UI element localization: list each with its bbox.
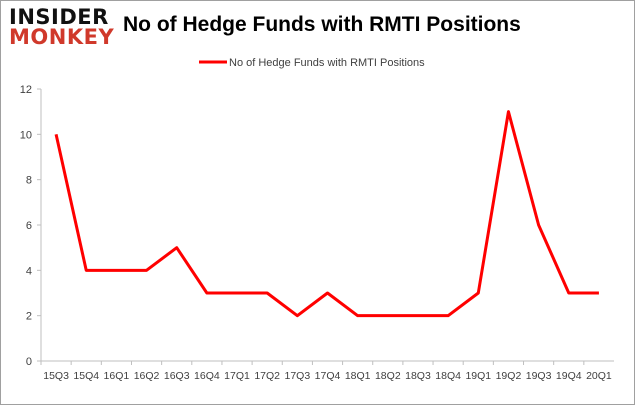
x-tick-label: 18Q1 [345, 370, 371, 382]
y-tick-label: 0 [26, 356, 32, 368]
y-tick-label: 2 [26, 311, 32, 323]
x-tick-label: 19Q3 [526, 370, 552, 382]
x-tick-label: 19Q1 [465, 370, 491, 382]
y-tick-label: 12 [20, 84, 32, 96]
x-tick-label: 18Q4 [435, 370, 461, 382]
x-tick-label: 19Q2 [496, 370, 522, 382]
y-tick-label: 6 [26, 220, 32, 232]
x-tick-label: 16Q3 [164, 370, 190, 382]
x-tick-label: 18Q2 [375, 370, 401, 382]
y-tick-label: 10 [20, 129, 32, 141]
x-tick-label: 17Q2 [254, 370, 280, 382]
x-tick-label: 18Q3 [405, 370, 431, 382]
x-tick-label: 17Q1 [224, 370, 250, 382]
x-tick-label: 16Q1 [104, 370, 130, 382]
logo-line2: MONKEY [9, 25, 115, 49]
logo-line1: INSIDER [9, 5, 109, 29]
x-tick-label: 17Q4 [315, 370, 341, 382]
x-tick-label: 16Q2 [134, 370, 160, 382]
y-tick-label: 8 [26, 175, 32, 187]
insider-monkey-logo: INSIDER MONKEY [9, 5, 115, 49]
legend-label: No of Hedge Funds with RMTI Positions [229, 57, 425, 69]
x-tick-label: 19Q4 [556, 370, 582, 382]
series-line [54, 110, 599, 318]
x-tick-label: 15Q3 [43, 370, 69, 382]
x-tick-label: 20Q1 [586, 370, 612, 382]
chart-title: No of Hedge Funds with RMTI Positions [123, 13, 521, 36]
x-tick-label: 15Q4 [73, 370, 99, 382]
x-tick-label: 17Q3 [284, 370, 310, 382]
y-tick-label: 4 [26, 265, 32, 277]
x-tick-label: 16Q4 [194, 370, 220, 382]
